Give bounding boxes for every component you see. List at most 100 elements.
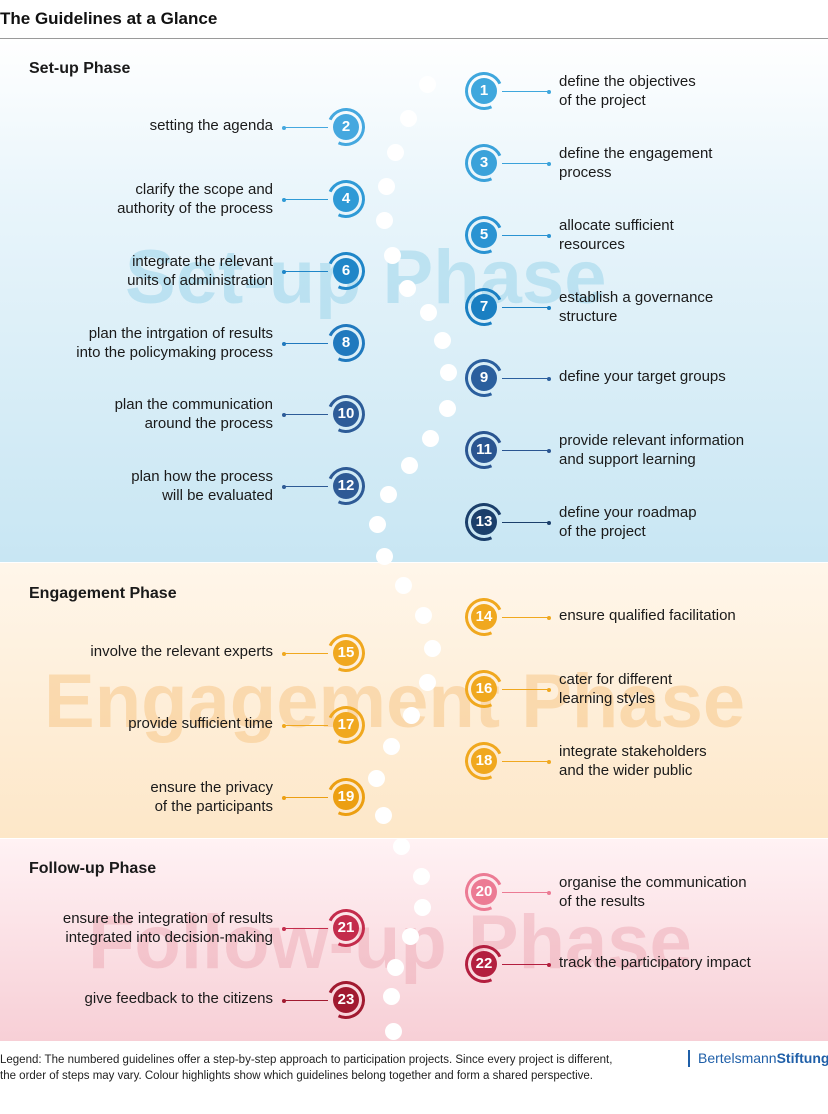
guideline-badge-14: 14 [459,592,509,642]
guideline-label-17: provide sufficient time [0,714,273,733]
path-dot [419,303,437,321]
guideline-label-line: define the objectives [559,73,696,90]
setup-phase-watermark: Set-up Phase [125,235,607,320]
legend: Legend: The numbered guidelines offer a … [0,1052,640,1084]
path-dot [399,109,417,127]
guideline-number: 3 [471,150,497,176]
guideline-number: 21 [333,915,359,941]
guideline-number: 7 [471,294,497,320]
guideline-label-line: define your target groups [559,367,726,385]
guideline-number: 18 [471,748,497,774]
guideline-connector [502,448,551,453]
guideline-number: 12 [333,473,359,499]
guideline-label-3: define the engagement process [559,144,819,182]
guideline-label-6: integrate the relevant units of administr… [0,252,273,290]
path-dot [414,606,432,624]
guideline-label-13: define your roadmap of the project [559,503,819,541]
guideline-badge-11: 11 [459,425,509,475]
brand-bold: Stiftung [776,1050,828,1066]
guideline-badge-8: 8 [321,318,371,368]
guideline-number: 10 [333,401,359,427]
path-dot [394,576,412,594]
path-dot [433,331,451,349]
legend-line-1: Legend: The numbered guidelines offer a … [0,1054,613,1066]
guideline-connector [502,305,551,310]
guideline-badge-22: 22 [459,939,509,989]
guideline-label-1: define the objectives of the project [559,72,819,110]
guideline-number: 14 [471,604,497,630]
guideline-connector [502,233,551,238]
guideline-label-line: involve the relevant experts [90,642,273,660]
guideline-number: 20 [471,879,497,905]
path-dot [386,958,404,976]
path-dot [382,987,400,1005]
setup-phase-title: Set-up Phase [29,60,131,77]
guideline-connector [282,125,328,130]
path-dot [379,485,397,503]
guideline-badge-10: 10 [321,389,371,439]
guideline-label-line: allocate sufficient [559,217,674,234]
guideline-label-line: integrate stakeholders [559,743,707,760]
guideline-label-line: ensure qualified facilitation [559,606,736,624]
path-dot [421,429,439,447]
guideline-label-line: plan the communication [114,396,273,413]
guideline-label-line: define the engagement [559,145,713,162]
guideline-connector [282,412,328,417]
guideline-label-line: cater for different [559,671,673,688]
guideline-label-5: allocate sufficient resources [559,216,819,254]
guideline-badge-23: 23 [321,975,371,1025]
guideline-label-line: and support learning [559,451,696,468]
guideline-badge-5: 5 [459,210,509,260]
guideline-label-20: organise the communication of the results [559,873,819,911]
guideline-label-line: plan how the process [131,468,273,485]
guideline-number: 15 [333,640,359,666]
guideline-connector [282,795,328,800]
path-dot [413,898,431,916]
guideline-label-23: give feedback to the citizens [0,989,273,1008]
guideline-connector [502,376,551,381]
guideline-number: 9 [471,365,497,391]
legend-line-2: the order of steps may vary. Colour high… [0,1070,594,1082]
path-dot [438,399,456,417]
guideline-label-21: ensure the integration of results integra… [0,909,273,947]
guideline-label-8: plan the intrgation of results into the p… [0,324,273,362]
path-dot [392,837,410,855]
guideline-number: 1 [471,78,497,104]
guideline-label-line: track the participatory impact [559,953,751,971]
guideline-label-12: plan how the process will be evaluated [0,467,273,505]
guideline-badge-20: 20 [459,867,509,917]
guideline-number: 13 [471,509,497,535]
guideline-label-line: of the project [559,523,646,540]
guideline-badge-12: 12 [321,461,371,511]
engagement-phase-watermark: Engagement Phase [44,659,746,744]
path-dot [382,737,400,755]
guideline-label-18: integrate stakeholders and the wider publ… [559,742,819,780]
guideline-label-16: cater for different learning styles [559,670,819,708]
guideline-label-14: ensure qualified facilitation [559,606,819,625]
guideline-label-line: provide sufficient time [128,714,273,732]
guideline-label-line: ensure the privacy [150,779,273,796]
guideline-number: 5 [471,222,497,248]
guideline-badge-15: 15 [321,628,371,678]
guideline-label-11: provide relevant information and support … [559,431,819,469]
guideline-number: 8 [333,330,359,356]
guideline-label-4: clarify the scope and authority of the pr… [0,180,273,218]
guideline-connector [282,723,328,728]
guideline-label-line: organise the communication [559,874,747,891]
engagement-phase-band: Engagement Phase [0,563,828,838]
guideline-number: 4 [333,186,359,212]
guideline-label-15: involve the relevant experts [0,642,273,661]
path-dot [386,143,404,161]
guideline-number: 23 [333,987,359,1013]
guideline-connector [502,161,551,166]
engagement-phase-title: Engagement Phase [29,585,177,602]
path-dot [400,456,418,474]
guideline-label-9: define your target groups [559,367,819,386]
guideline-badge-4: 4 [321,174,371,224]
guideline-connector [282,269,328,274]
guideline-badge-21: 21 [321,903,371,953]
path-dot [418,75,436,93]
guideline-badge-18: 18 [459,736,509,786]
path-dot [439,363,457,381]
path-dot [401,927,419,945]
